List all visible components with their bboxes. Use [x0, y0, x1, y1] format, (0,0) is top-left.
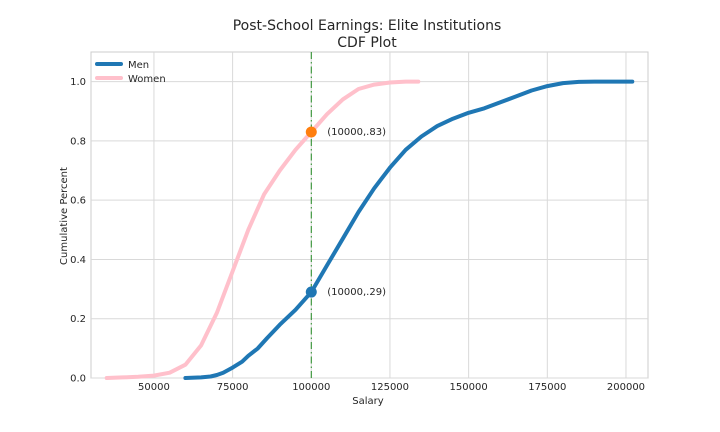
marker-layer: (10000,.83) (10000,.29): [305, 126, 386, 298]
legend-label-men: Men: [128, 60, 149, 71]
grid-lines: [91, 52, 648, 379]
x-axis-label: Salary: [352, 396, 383, 407]
y-tick-label: 0.8: [70, 136, 86, 147]
y-axis-label: Cumulative Percent: [59, 167, 70, 265]
y-tick-label: 0.2: [70, 314, 86, 325]
x-tick-label: 125000: [371, 382, 409, 393]
x-tick-label: 100000: [292, 382, 330, 393]
x-tick-label: 150000: [450, 382, 488, 393]
annotation-label: (10000,.83): [327, 127, 386, 138]
legend: Men Women: [95, 60, 166, 85]
plot-area: [90, 51, 649, 379]
chart-subtitle: CDF Plot: [337, 35, 397, 51]
x-tick-label: 75000: [217, 382, 249, 393]
annotation-marker: [305, 286, 317, 298]
y-tick-label: 1.0: [70, 77, 86, 88]
series-layer: [104, 79, 635, 380]
y-tick-label: 0.6: [70, 196, 86, 207]
series-line-women: [104, 79, 421, 380]
series-line-men: [183, 79, 635, 380]
annotation-marker: [305, 126, 317, 138]
chart-title: Post-School Earnings: Elite Institutions: [233, 18, 502, 34]
y-tick-label: 0.4: [70, 255, 86, 266]
annotation-label: (10000,.29): [327, 287, 386, 298]
y-tick-label: 0.0: [70, 374, 86, 385]
x-tick-label: 200000: [607, 382, 645, 393]
legend-label-women: Women: [128, 74, 166, 85]
x-tick-label: 175000: [528, 382, 566, 393]
x-tick-label: 50000: [138, 382, 170, 393]
tick-labels: 50000 75000 100000 125000 150000 175000 200000…: [70, 77, 645, 393]
